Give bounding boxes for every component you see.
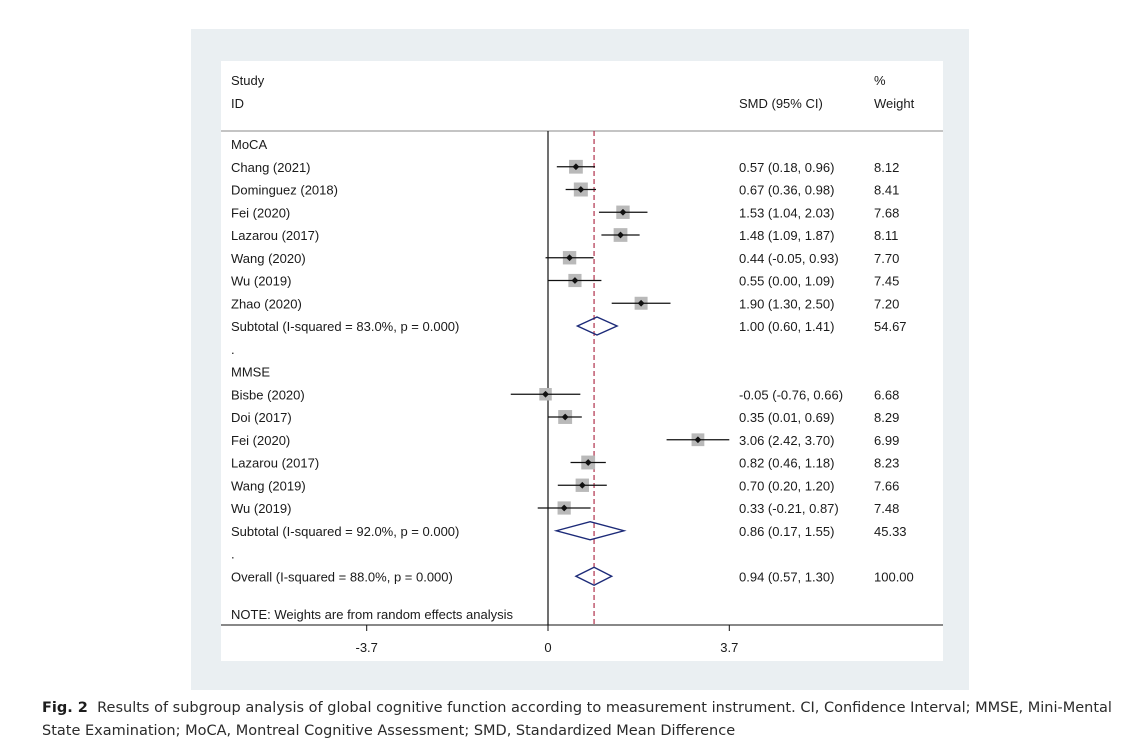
smd-ci-8: 1.00 (0.60, 1.41) bbox=[739, 319, 834, 334]
overall-diamond-19 bbox=[574, 566, 614, 587]
smd-ci-16: 0.33 (-0.21, 0.87) bbox=[739, 501, 839, 516]
weights-note: NOTE: Weights are from random effects an… bbox=[231, 607, 514, 622]
smd-ci-12: 0.35 (0.01, 0.69) bbox=[739, 410, 834, 425]
point-estimate-3 bbox=[619, 208, 627, 216]
row-label-7: Zhao (2020) bbox=[231, 296, 302, 311]
smd-ci-17: 0.86 (0.17, 1.55) bbox=[739, 524, 834, 539]
row-label-10: MMSE bbox=[231, 365, 270, 380]
point-estimate-11 bbox=[542, 390, 549, 398]
smd-ci-14: 0.82 (0.46, 1.18) bbox=[739, 456, 834, 471]
smd-ci-4: 1.48 (1.09, 1.87) bbox=[739, 228, 834, 243]
smd-ci-11: -0.05 (-0.76, 0.66) bbox=[739, 387, 843, 402]
column-header-smd: SMD (95% CI) bbox=[739, 96, 823, 111]
row-label-13: Fei (2020) bbox=[231, 433, 290, 448]
weight-2: 8.41 bbox=[874, 183, 899, 198]
weight-19: 100.00 bbox=[874, 569, 914, 584]
smd-ci-13: 3.06 (2.42, 3.70) bbox=[739, 433, 834, 448]
forest-plot: Study ID SMD (95% CI) % Weight NOTE: Wei… bbox=[221, 61, 943, 661]
row-label-18: . bbox=[231, 547, 235, 562]
weight-17: 45.33 bbox=[874, 524, 907, 539]
rows-layer: -3.7 0 3.7 MoCA Chang (2021) 0.57 (0.18, 0.96… bbox=[231, 131, 914, 655]
column-header-percent: % bbox=[874, 73, 886, 88]
weight-15: 7.66 bbox=[874, 478, 899, 493]
weight-12: 8.29 bbox=[874, 410, 899, 425]
row-label-11: Bisbe (2020) bbox=[231, 387, 305, 402]
weight-16: 7.48 bbox=[874, 501, 899, 516]
figure-panel: Study ID SMD (95% CI) % Weight NOTE: Wei… bbox=[191, 29, 969, 690]
smd-ci-19: 0.94 (0.57, 1.30) bbox=[739, 569, 834, 584]
smd-ci-3: 1.53 (1.04, 2.03) bbox=[739, 205, 834, 220]
row-label-8: Subtotal (I-squared = 83.0%, p = 0.000) bbox=[231, 319, 459, 334]
row-label-17: Subtotal (I-squared = 92.0%, p = 0.000) bbox=[231, 524, 459, 539]
row-label-1: Chang (2021) bbox=[231, 160, 311, 175]
smd-ci-1: 0.57 (0.18, 0.96) bbox=[739, 160, 834, 175]
weight-8: 54.67 bbox=[874, 319, 907, 334]
weight-7: 7.20 bbox=[874, 296, 899, 311]
point-estimate-7 bbox=[637, 299, 645, 307]
row-label-0: MoCA bbox=[231, 137, 267, 152]
column-header-id: ID bbox=[231, 96, 244, 111]
caption-label: Fig. 2 bbox=[42, 700, 88, 716]
figure-caption: Fig. 2 Results of subgroup analysis of g… bbox=[42, 697, 1122, 743]
subtotal-diamond-8 bbox=[575, 316, 619, 336]
row-label-12: Doi (2017) bbox=[231, 410, 292, 425]
row-label-16: Wu (2019) bbox=[231, 501, 291, 516]
row-label-9: . bbox=[231, 342, 235, 357]
row-label-19: Overall (I-squared = 88.0%, p = 0.000) bbox=[231, 569, 453, 584]
point-estimate-16 bbox=[560, 504, 568, 512]
row-label-4: Lazarou (2017) bbox=[231, 228, 319, 243]
smd-ci-6: 0.55 (0.00, 1.09) bbox=[739, 274, 834, 289]
row-label-14: Lazarou (2017) bbox=[231, 456, 319, 471]
row-label-3: Fei (2020) bbox=[231, 205, 290, 220]
weight-1: 8.12 bbox=[874, 160, 899, 175]
weight-14: 8.23 bbox=[874, 456, 899, 471]
weight-4: 8.11 bbox=[874, 228, 898, 243]
x-tick-label-2: 3.7 bbox=[720, 640, 738, 655]
weight-3: 7.68 bbox=[874, 205, 899, 220]
weight-5: 7.70 bbox=[874, 251, 899, 266]
column-header-study: Study bbox=[231, 73, 265, 88]
row-label-2: Dominguez (2018) bbox=[231, 183, 338, 198]
smd-ci-5: 0.44 (-0.05, 0.93) bbox=[739, 251, 839, 266]
smd-ci-15: 0.70 (0.20, 1.20) bbox=[739, 478, 834, 493]
row-label-6: Wu (2019) bbox=[231, 274, 291, 289]
smd-ci-7: 1.90 (1.30, 2.50) bbox=[739, 296, 834, 311]
weight-13: 6.99 bbox=[874, 433, 899, 448]
column-header-weight: Weight bbox=[874, 96, 915, 111]
row-label-5: Wang (2020) bbox=[231, 251, 306, 266]
point-estimate-4 bbox=[617, 231, 624, 239]
x-tick-label-1: 0 bbox=[544, 640, 551, 655]
subtotal-diamond-17 bbox=[553, 521, 627, 541]
weight-11: 6.68 bbox=[874, 387, 899, 402]
row-label-15: Wang (2019) bbox=[231, 478, 306, 493]
smd-ci-2: 0.67 (0.36, 0.98) bbox=[739, 183, 834, 198]
x-tick-label-0: -3.7 bbox=[355, 640, 377, 655]
weight-6: 7.45 bbox=[874, 274, 899, 289]
point-estimate-12 bbox=[561, 413, 569, 421]
point-estimate-2 bbox=[577, 186, 585, 193]
point-estimate-15 bbox=[578, 481, 586, 489]
caption-text: Results of subgroup analysis of global c… bbox=[42, 700, 1112, 739]
